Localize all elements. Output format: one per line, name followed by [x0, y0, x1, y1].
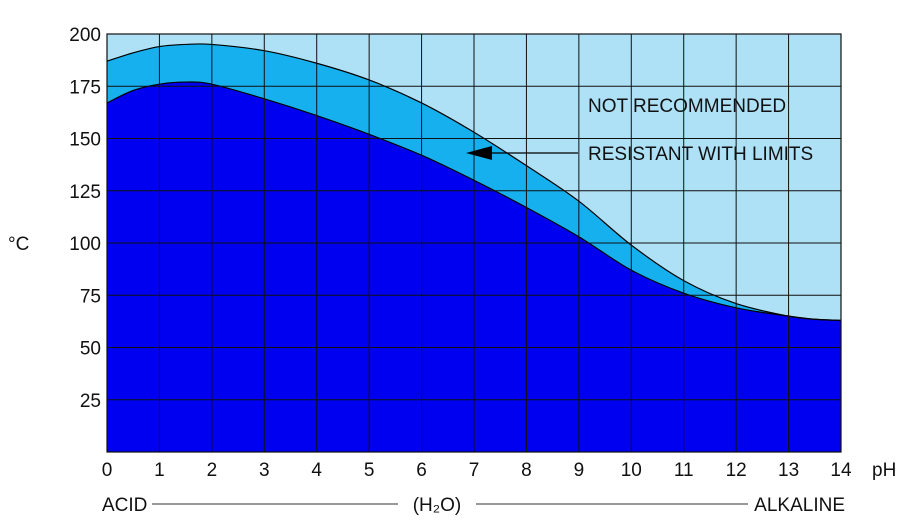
scale-label-alkaline: ALKALINE [754, 495, 845, 516]
lower-boundary-line [106, 81, 842, 321]
x-tick-label: 9 [574, 460, 585, 481]
x-tick-label: 0 [102, 460, 113, 481]
plot-frame [106, 33, 842, 453]
annotation-resistant-with-limits: RESISTANT WITH LIMITS [588, 144, 813, 165]
x-tick-label: 11 [674, 460, 694, 481]
y-tick-label: 175 [69, 77, 101, 98]
y-axis-label: °C [8, 234, 29, 255]
y-tick-label: 150 [69, 130, 101, 151]
upper-boundary-line [106, 43, 842, 321]
x-tick-label: 5 [364, 460, 375, 481]
y-tick-label: 100 [69, 234, 101, 255]
x-axis-ticks: 0 1 2 3 4 5 6 7 8 9 10 11 12 13 14 [102, 460, 852, 481]
y-tick-label: 125 [69, 182, 101, 203]
x-tick-label: 2 [207, 460, 218, 481]
scale-label-acid: ACID [102, 495, 147, 516]
x-tick-label: 7 [469, 460, 480, 481]
x-tick-label: 12 [726, 460, 747, 481]
y-tick-label: 50 [80, 339, 101, 360]
x-tick-label: 6 [416, 460, 427, 481]
y-tick-label: 75 [80, 286, 101, 307]
x-tick-label: 14 [830, 460, 852, 481]
x-tick-label: 10 [621, 460, 642, 481]
scale-label-water: (H₂O) [413, 495, 462, 516]
y-tick-label: 25 [80, 391, 101, 412]
x-tick-label: 8 [521, 460, 532, 481]
annotation-not-recommended: NOT RECOMMENDED [588, 96, 786, 117]
x-tick-label: 13 [778, 460, 799, 481]
x-axis-label: pH [872, 460, 896, 481]
x-tick-label: 1 [154, 460, 165, 481]
y-axis-ticks: 25 50 75 100 125 150 175 200 [69, 25, 101, 412]
annotation-arrow-head [466, 146, 492, 160]
x-tick-label: 3 [259, 460, 270, 481]
x-tick-label: 4 [311, 460, 322, 481]
y-tick-label: 200 [69, 25, 101, 46]
